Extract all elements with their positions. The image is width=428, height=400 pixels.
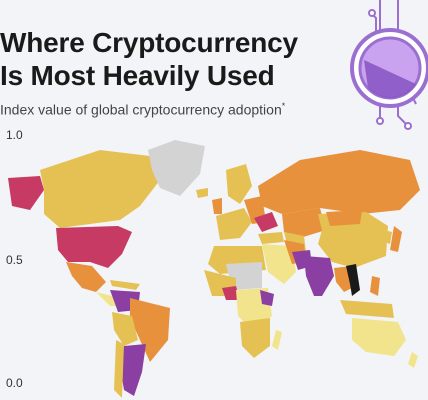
region-middle-east	[262, 244, 296, 284]
scale-label-low: 0.0	[6, 376, 23, 390]
region-chile	[114, 340, 124, 398]
region-indonesia	[340, 300, 394, 318]
region-central-america	[96, 292, 120, 306]
region-scandinavia	[226, 164, 252, 204]
region-new-zealand	[408, 352, 418, 368]
subtitle-text: Index value of global cryptocurrency ado…	[0, 101, 282, 118]
scale-label-mid: 0.5	[6, 253, 23, 267]
region-caribbean	[110, 280, 140, 290]
region-usa	[56, 226, 132, 268]
title-line-2: Is Most Heavily Used	[0, 60, 275, 91]
region-peru-bolivia	[112, 312, 138, 346]
region-china	[318, 212, 388, 268]
region-western-europe	[216, 208, 252, 240]
region-turkey	[258, 232, 284, 244]
region-southern-africa	[240, 318, 270, 358]
region-brazil	[130, 298, 170, 362]
world-adoption-map	[8, 140, 420, 398]
scale-label-high: 1.0	[6, 128, 23, 142]
region-alaska	[8, 176, 44, 210]
region-uk	[212, 198, 222, 214]
region-philippines	[370, 276, 380, 296]
region-japan	[390, 226, 402, 252]
region-vietnam	[346, 264, 360, 296]
page-title: Where Cryptocurrency Is Most Heavily Use…	[0, 26, 298, 92]
subtitle-footnote-marker: *	[281, 101, 286, 111]
region-greenland	[148, 140, 205, 196]
crypto-coin-circuit-icon	[350, 0, 428, 130]
region-mexico	[66, 262, 106, 292]
region-argentina	[120, 344, 146, 396]
region-mongolia	[326, 210, 362, 226]
region-russia	[258, 150, 420, 214]
region-australia	[352, 318, 406, 356]
subtitle: Index value of global cryptocurrency ado…	[0, 97, 285, 119]
region-kazakhstan	[282, 208, 326, 238]
region-ukraine	[254, 212, 278, 232]
region-nigeria	[222, 286, 240, 300]
title-line-1: Where Cryptocurrency	[0, 27, 298, 58]
region-iceland	[196, 188, 208, 198]
region-korea	[384, 230, 392, 244]
region-india	[304, 256, 334, 296]
region-kenya	[260, 290, 274, 306]
region-madagascar	[272, 330, 282, 350]
region-canada	[40, 150, 160, 228]
